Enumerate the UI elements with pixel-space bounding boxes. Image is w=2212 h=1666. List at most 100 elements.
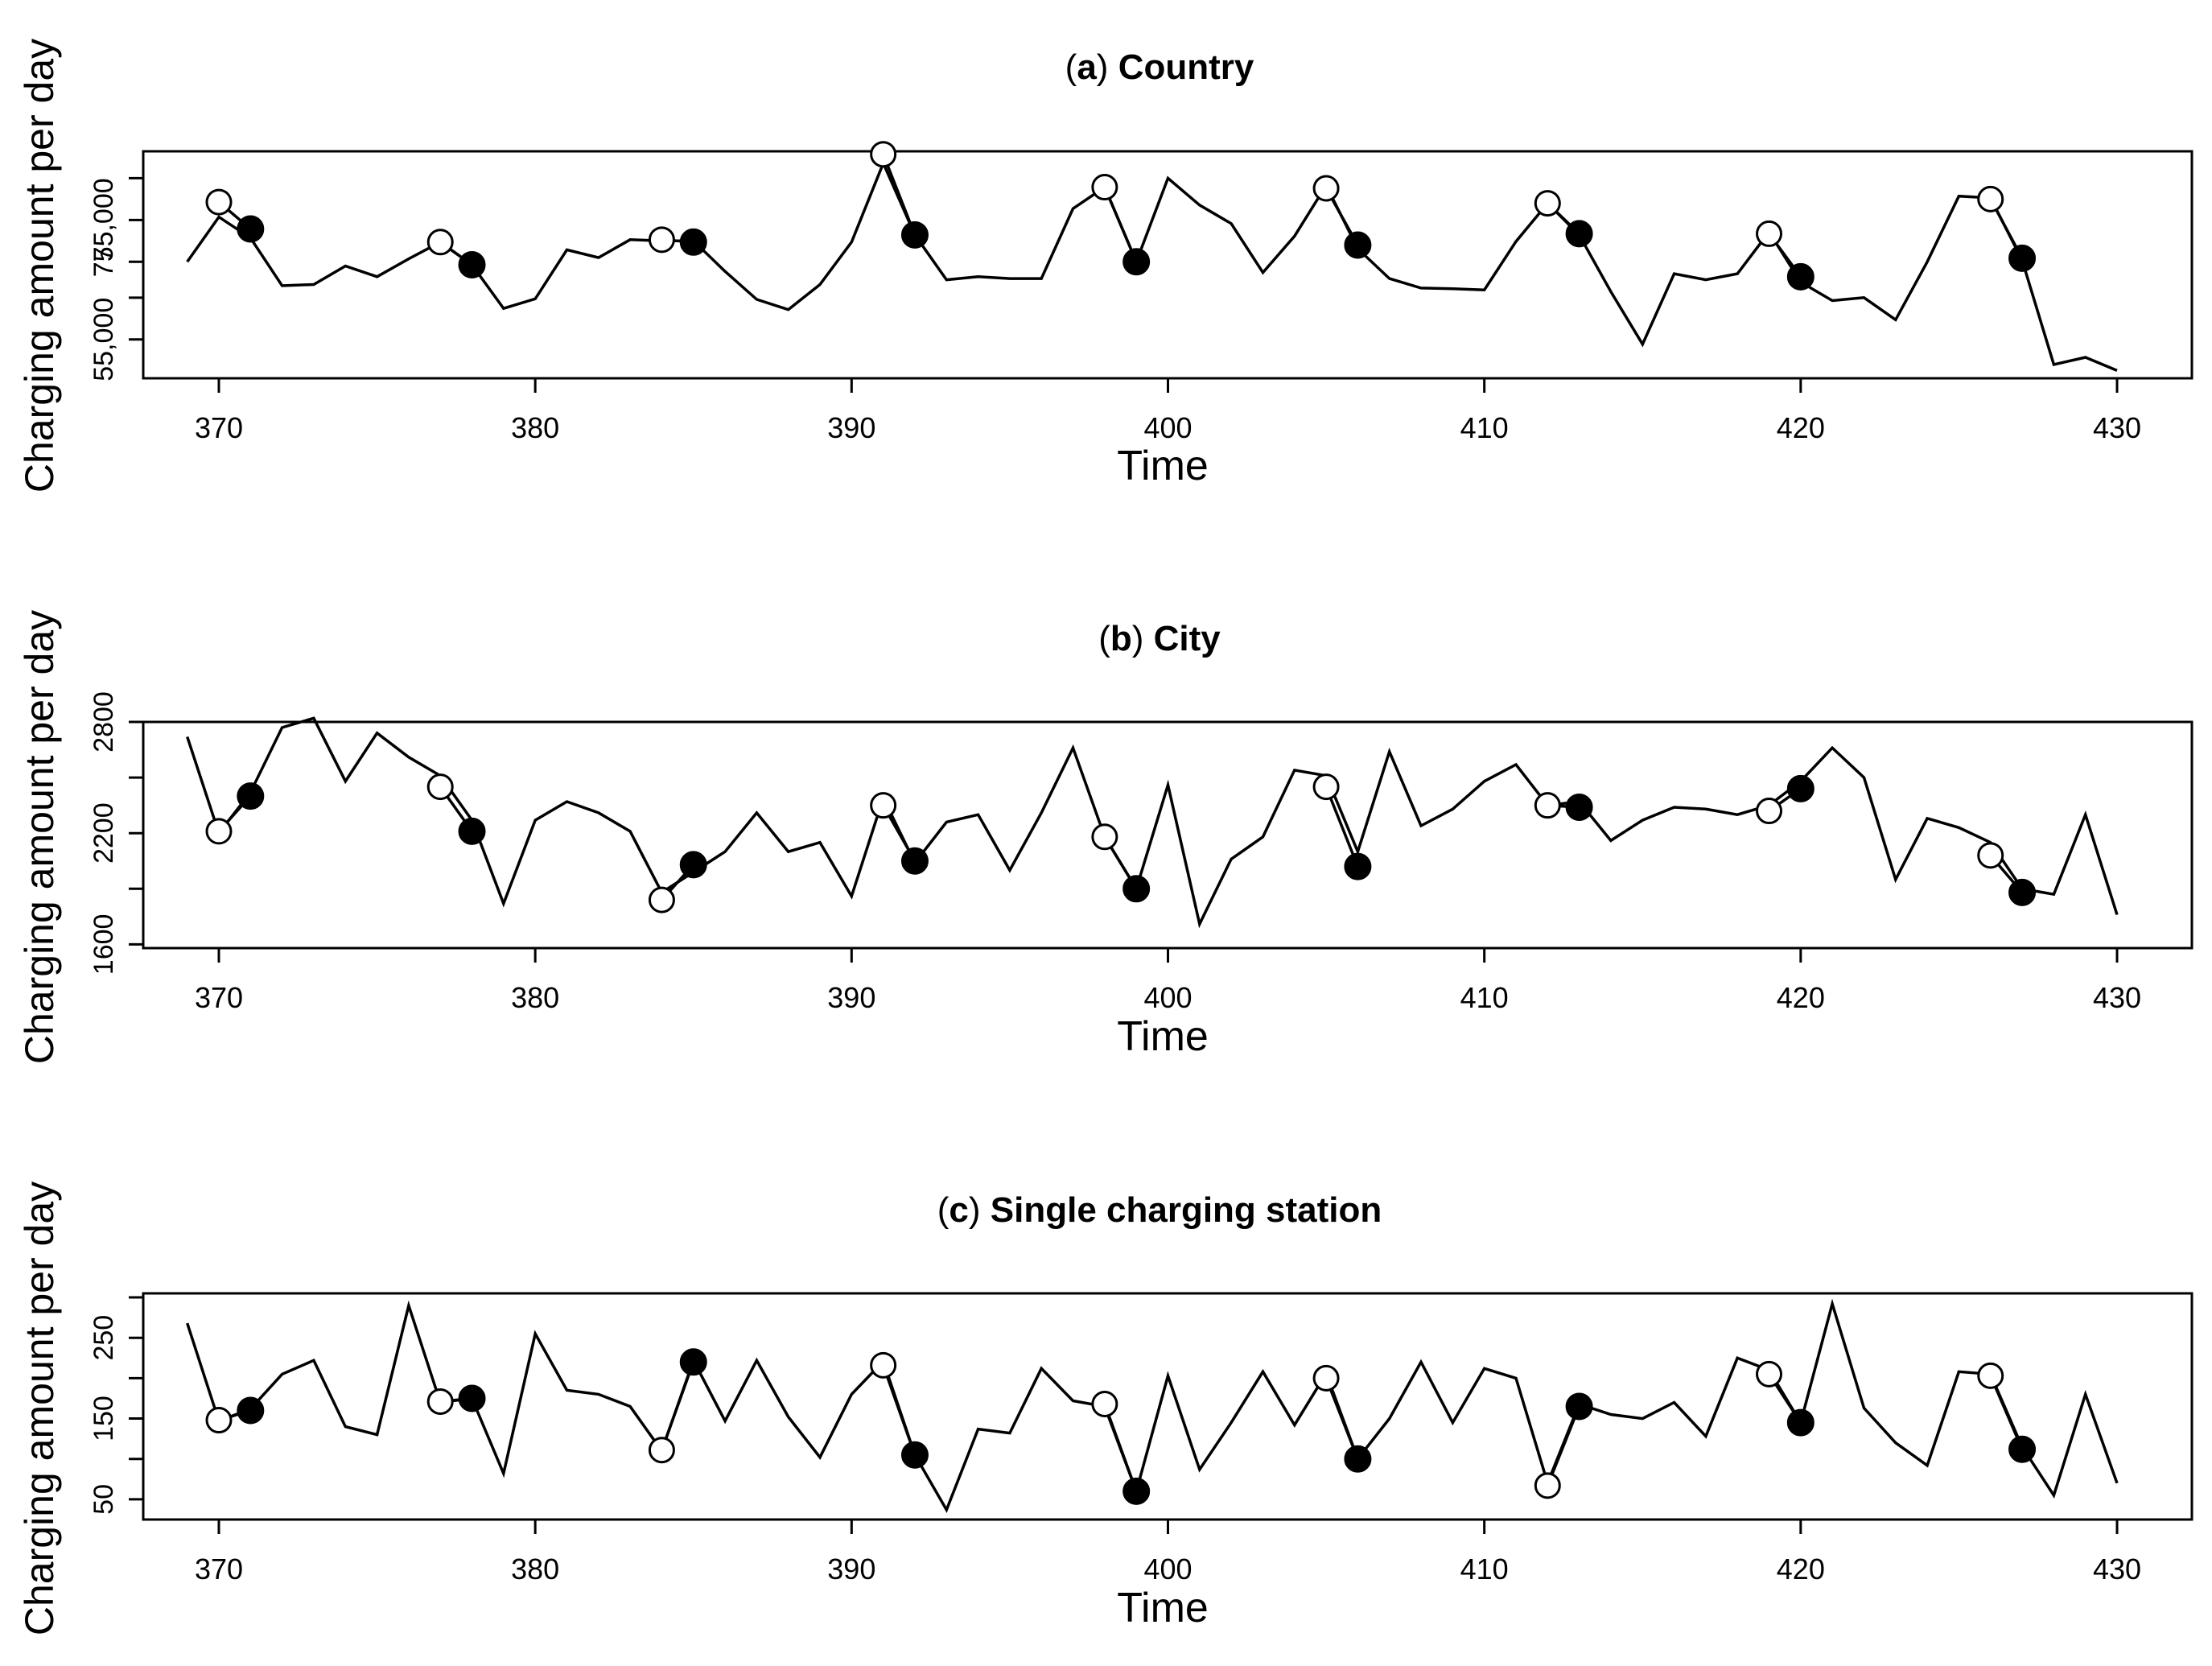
panel-label-open-paren: ( — [937, 1190, 949, 1230]
x-tick-label: 370 — [195, 411, 243, 444]
open-marker — [1977, 842, 2004, 869]
open-marker — [426, 229, 454, 256]
x-tick-label: 390 — [827, 1553, 875, 1586]
panel-label-open-paren: ( — [1065, 47, 1077, 87]
panel-label-open-paren: ( — [1098, 619, 1110, 658]
chart-title-text: Single charging station — [991, 1190, 1382, 1230]
chart-title: (c) Single charging station — [937, 1190, 1382, 1230]
filled-marker — [900, 221, 929, 249]
x-axis-label: Time — [1117, 443, 1209, 489]
y-tick-label: 1600 — [89, 914, 119, 975]
panel-label: a — [1077, 47, 1097, 87]
x-tick-label: 420 — [1777, 981, 1825, 1014]
x-tick-label: 400 — [1143, 1553, 1192, 1586]
filled-marker — [237, 782, 265, 810]
plot-frame — [142, 720, 2193, 950]
x-tick-label: 370 — [195, 1553, 243, 1586]
filled-marker — [679, 228, 707, 256]
filled-marker — [237, 215, 265, 243]
panel-label: b — [1110, 619, 1132, 658]
panel-label: c — [949, 1190, 968, 1230]
filled-marker — [900, 847, 929, 875]
filled-marker — [1344, 1445, 1372, 1473]
open-marker — [1977, 185, 2004, 212]
filled-marker — [1122, 248, 1151, 276]
panel-label-close-paren: ) — [969, 1190, 991, 1230]
filled-marker — [679, 851, 707, 879]
filled-marker — [2008, 878, 2037, 906]
open-marker — [426, 1388, 454, 1415]
open-marker — [1091, 174, 1118, 201]
y-tick-label: 2800 — [89, 691, 119, 753]
x-tick-label: 380 — [511, 981, 559, 1014]
open-marker — [426, 773, 454, 801]
y-tick-label: 2200 — [89, 802, 119, 864]
marker-connector — [882, 154, 917, 236]
y-tick-label: 150 — [89, 1396, 119, 1441]
marker-connector — [1324, 1377, 1360, 1460]
x-tick-label: 410 — [1460, 1553, 1509, 1586]
x-tick-label: 400 — [1143, 411, 1192, 444]
filled-marker — [1786, 1408, 1814, 1437]
filled-marker — [1565, 220, 1593, 248]
filled-marker — [458, 817, 486, 845]
open-marker — [648, 886, 675, 913]
open-marker — [870, 792, 897, 819]
x-tick-label: 420 — [1777, 1553, 1825, 1586]
x-axis-label: Time — [1117, 1013, 1209, 1060]
marker-connector — [1324, 786, 1360, 868]
filled-marker — [679, 1348, 707, 1376]
open-marker — [205, 188, 233, 216]
filled-marker — [2008, 1435, 2037, 1463]
x-tick-label: 390 — [827, 411, 875, 444]
filled-marker — [458, 1384, 486, 1412]
y-tick-label: 75,000 — [89, 178, 119, 262]
y-tick-label: 55,000 — [89, 298, 119, 381]
x-tick-label: 370 — [195, 981, 243, 1014]
y-tick-label: 75 — [89, 246, 119, 277]
panel-a: (a) Country 370 380 390 400 410 420 430 Time 55,0… — [17, 39, 2193, 493]
open-marker — [1534, 1472, 1561, 1499]
x-tick-label: 420 — [1777, 411, 1825, 444]
x-axis-label: Time — [1117, 1585, 1209, 1631]
open-marker — [1534, 190, 1561, 217]
y-tick-label: 250 — [89, 1315, 119, 1361]
panel-c: (c) Single charging station 370 380 390 400 4… — [17, 1181, 2193, 1635]
open-marker — [648, 226, 675, 254]
open-marker — [205, 1407, 233, 1434]
filled-marker — [1786, 774, 1814, 802]
open-marker — [1312, 1364, 1340, 1392]
filled-marker — [1122, 1477, 1151, 1505]
panel-label-close-paren: ) — [1097, 47, 1118, 87]
open-marker — [1756, 798, 1783, 825]
x-tick-label: 430 — [2093, 411, 2141, 444]
panel-label-close-paren: ) — [1132, 619, 1154, 658]
x-tick-label: 430 — [2093, 981, 2141, 1014]
x-tick-label: 410 — [1460, 411, 1509, 444]
open-marker — [870, 141, 897, 168]
x-tick-label: 380 — [511, 411, 559, 444]
marker-connector — [660, 1361, 695, 1451]
open-marker — [1312, 175, 1340, 202]
y-tick-label: 50 — [89, 1484, 119, 1515]
filled-marker — [1565, 793, 1593, 821]
y-axis-label: Charging amount per day — [17, 610, 62, 1064]
open-marker — [1534, 792, 1561, 819]
open-marker — [1091, 1390, 1118, 1417]
panel-b: (b) City 370 380 390 400 410 420 430 Time 1600 220… — [17, 610, 2193, 1064]
open-marker — [1977, 1362, 2004, 1389]
x-tick-label: 410 — [1460, 981, 1509, 1014]
marker-connector — [1103, 1403, 1138, 1492]
open-marker — [648, 1437, 675, 1464]
open-marker — [1756, 220, 1783, 247]
filled-marker — [458, 251, 486, 278]
open-marker — [1312, 773, 1340, 801]
filled-marker — [900, 1441, 929, 1469]
chart-title: (b) City — [1098, 619, 1221, 658]
y-axis-label: Charging amount per day — [17, 1181, 62, 1635]
x-tick-label: 430 — [2093, 1553, 2141, 1586]
chart-title-text: Country — [1118, 47, 1254, 87]
chart-title: (a) Country — [1065, 47, 1254, 87]
open-marker — [870, 1351, 897, 1379]
